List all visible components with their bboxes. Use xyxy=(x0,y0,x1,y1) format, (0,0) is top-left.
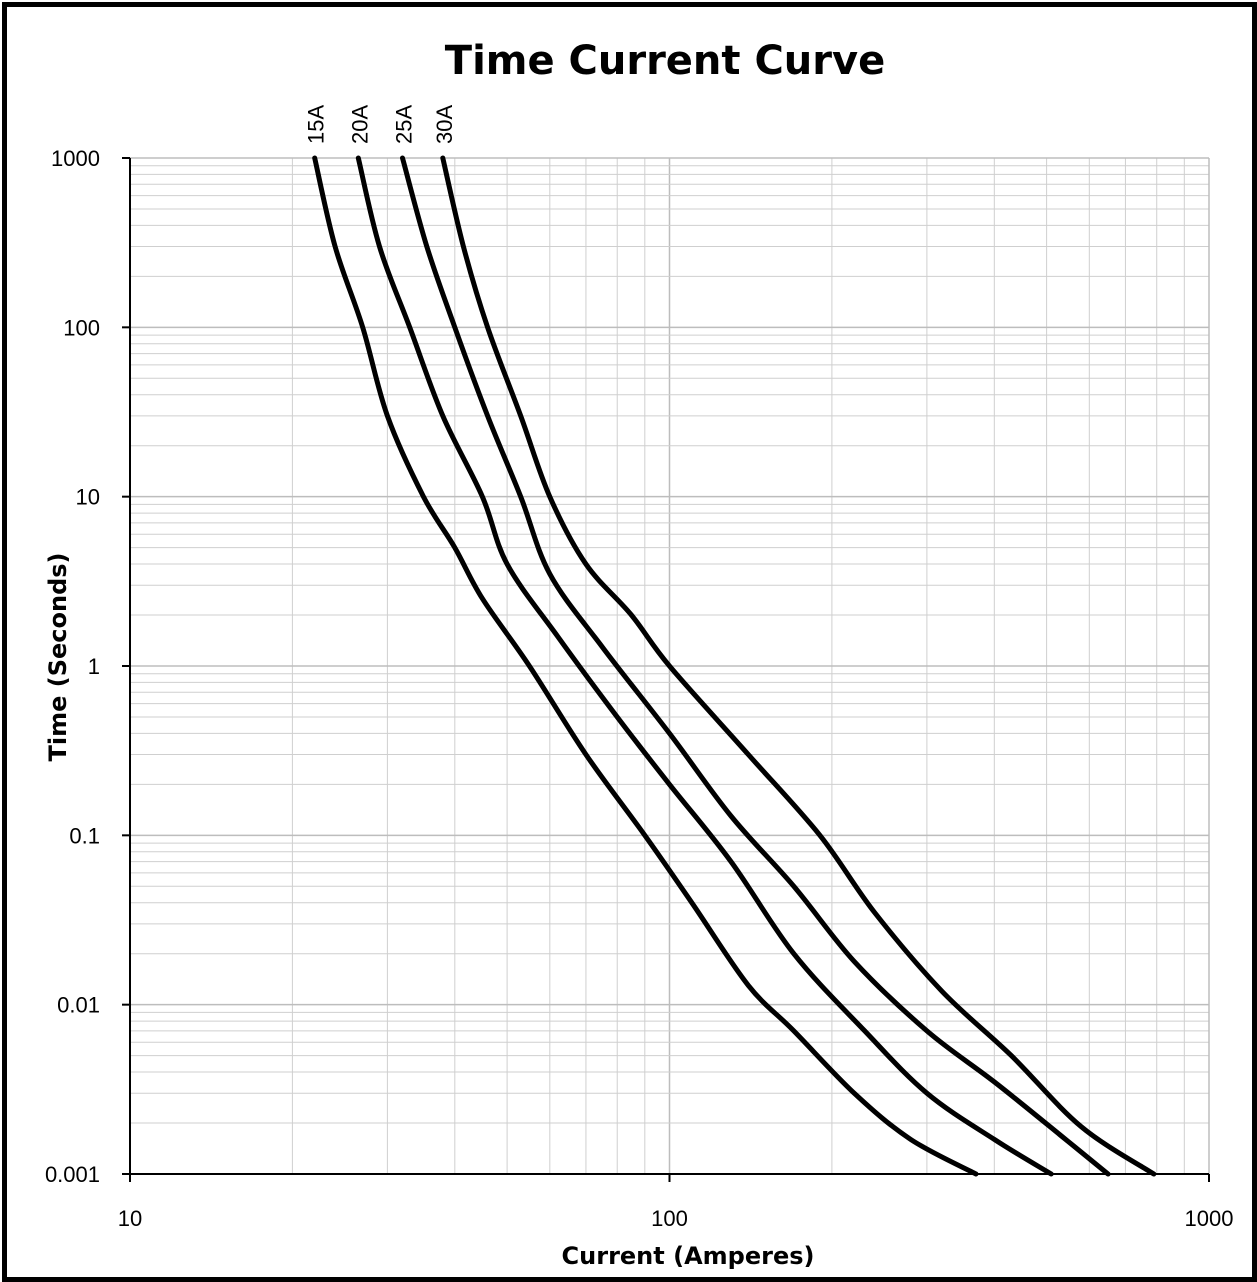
plot-axes xyxy=(122,157,1210,1182)
x-tick-label: 1000 xyxy=(1185,1206,1234,1231)
series-labels: 15A 20A 25A 30A xyxy=(304,105,457,144)
chart-title: Time Current Curve xyxy=(445,38,885,84)
y-tick-label: 100 xyxy=(63,315,100,340)
y-tick-label: 1000 xyxy=(51,146,100,171)
x-axis-title: Current (Amperes) xyxy=(562,1242,815,1270)
series-label-20a: 20A xyxy=(347,105,372,144)
x-tick-label: 10 xyxy=(118,1206,142,1231)
y-tick-label: 10 xyxy=(76,485,100,510)
y-tick-label: 0.01 xyxy=(57,993,100,1018)
series-label-30a: 30A xyxy=(432,105,457,144)
tick-labels: 0.001 0.01 0.1 1 10 100 1000 10 100 1000 xyxy=(45,146,1234,1231)
y-tick-label: 0.001 xyxy=(45,1162,100,1187)
x-tick-label: 100 xyxy=(651,1206,688,1231)
y-tick-label: 1 xyxy=(88,654,100,679)
series-label-25a: 25A xyxy=(392,105,417,144)
curve-15a xyxy=(312,155,979,1177)
series-label-15a: 15A xyxy=(304,105,329,144)
y-axis-title: Time (Seconds) xyxy=(44,552,72,761)
curve-25a xyxy=(400,155,1111,1177)
curve-30a xyxy=(440,155,1157,1177)
curve-series xyxy=(312,155,1157,1177)
y-tick-label: 0.1 xyxy=(69,823,100,848)
curve-20a xyxy=(355,155,1054,1177)
